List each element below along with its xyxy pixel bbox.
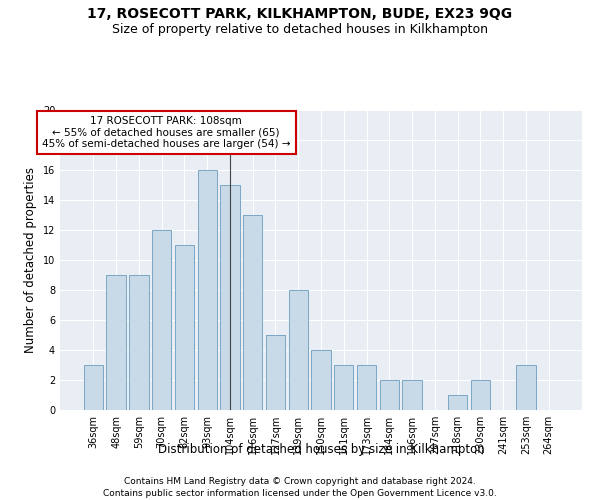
Text: Size of property relative to detached houses in Kilkhampton: Size of property relative to detached ho… bbox=[112, 22, 488, 36]
Text: Distribution of detached houses by size in Kilkhampton: Distribution of detached houses by size … bbox=[158, 442, 484, 456]
Bar bbox=[357, 365, 376, 410]
Bar bbox=[106, 275, 126, 410]
Bar bbox=[243, 215, 262, 410]
Y-axis label: Number of detached properties: Number of detached properties bbox=[24, 167, 37, 353]
Text: 17, ROSECOTT PARK, KILKHAMPTON, BUDE, EX23 9QG: 17, ROSECOTT PARK, KILKHAMPTON, BUDE, EX… bbox=[88, 8, 512, 22]
Bar bbox=[380, 380, 399, 410]
Text: 17 ROSECOTT PARK: 108sqm
← 55% of detached houses are smaller (65)
45% of semi-d: 17 ROSECOTT PARK: 108sqm ← 55% of detach… bbox=[42, 116, 290, 149]
Bar bbox=[311, 350, 331, 410]
Bar bbox=[289, 290, 308, 410]
Bar bbox=[84, 365, 103, 410]
Text: Contains HM Land Registry data © Crown copyright and database right 2024.: Contains HM Land Registry data © Crown c… bbox=[124, 478, 476, 486]
Bar bbox=[516, 365, 536, 410]
Bar bbox=[152, 230, 172, 410]
Bar bbox=[334, 365, 353, 410]
Text: Contains public sector information licensed under the Open Government Licence v3: Contains public sector information licen… bbox=[103, 489, 497, 498]
Bar bbox=[175, 245, 194, 410]
Bar bbox=[403, 380, 422, 410]
Bar bbox=[220, 185, 239, 410]
Bar bbox=[470, 380, 490, 410]
Bar bbox=[129, 275, 149, 410]
Bar bbox=[197, 170, 217, 410]
Bar bbox=[448, 395, 467, 410]
Bar bbox=[266, 335, 285, 410]
